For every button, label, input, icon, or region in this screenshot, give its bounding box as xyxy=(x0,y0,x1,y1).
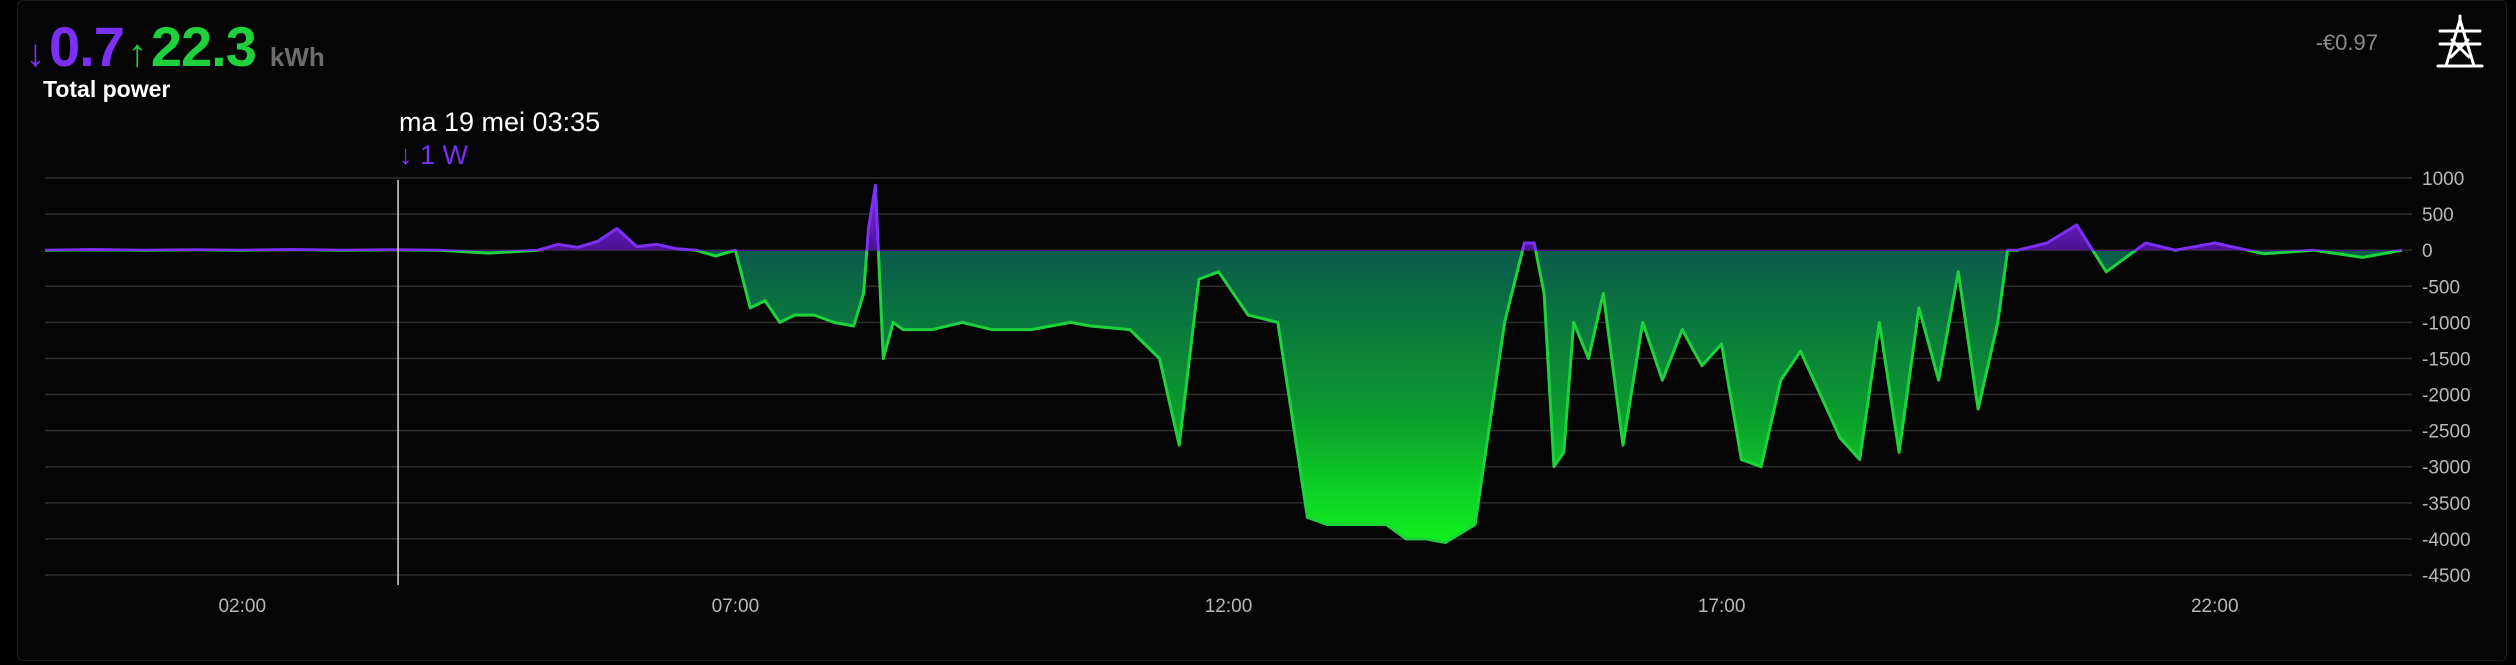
y-tick-label: 500 xyxy=(2422,205,2454,226)
x-tick-label: 07:00 xyxy=(712,596,760,617)
energy-unit: kWh xyxy=(269,42,325,72)
x-tick-label: 22:00 xyxy=(2191,596,2239,617)
y-axis: 1000 500 0 -500 -1000 -1500 -2000 -2500 -3000 -35… xyxy=(2422,169,2471,587)
power-card xyxy=(17,0,2507,661)
y-tick-label: -4500 xyxy=(2422,566,2471,587)
export-value: 22.3 xyxy=(150,15,257,78)
y-tick-label: -4000 xyxy=(2422,530,2471,551)
power-pylon-icon[interactable] xyxy=(2434,13,2486,69)
y-tick-label: -3000 xyxy=(2422,458,2471,479)
y-tick-label: -2000 xyxy=(2422,386,2471,407)
y-tick-label: -1500 xyxy=(2422,349,2471,370)
export-arrow-icon: ↑ xyxy=(127,33,147,75)
export-line xyxy=(45,251,2403,544)
y-tick-label: -3500 xyxy=(2422,494,2471,515)
tooltip-time: ma 19 mei 03:35 xyxy=(399,107,601,137)
x-tick-label: 12:00 xyxy=(1205,596,1253,617)
chart-areas xyxy=(44,183,2403,544)
y-tick-label: -2500 xyxy=(2422,422,2471,443)
x-tick-label: 02:00 xyxy=(218,596,266,617)
x-axis: 02:00 07:00 12:00 17:00 22:00 xyxy=(218,596,2238,617)
tooltip-value-text: 1 W xyxy=(420,140,469,170)
card-title: Total power xyxy=(43,76,171,102)
x-tick-label: 17:00 xyxy=(1698,596,1746,617)
import-line xyxy=(44,183,2403,251)
energy-summary: ↓ 0.7 ↑ 22.3 kWh xyxy=(26,14,325,79)
import-value: 0.7 xyxy=(49,15,125,78)
y-tick-label: -500 xyxy=(2422,277,2460,298)
cost-value: -€0.97 xyxy=(2315,30,2378,55)
y-tick-label: 1000 xyxy=(2422,169,2464,190)
export-area xyxy=(453,251,2398,543)
import-arrow-icon: ↓ xyxy=(26,33,45,75)
tooltip-value: ↓ 1 W xyxy=(399,140,468,171)
y-tick-label: -1000 xyxy=(2422,313,2471,334)
y-tick-label: 0 xyxy=(2422,241,2433,262)
tooltip-arrow-icon: ↓ xyxy=(399,140,413,170)
